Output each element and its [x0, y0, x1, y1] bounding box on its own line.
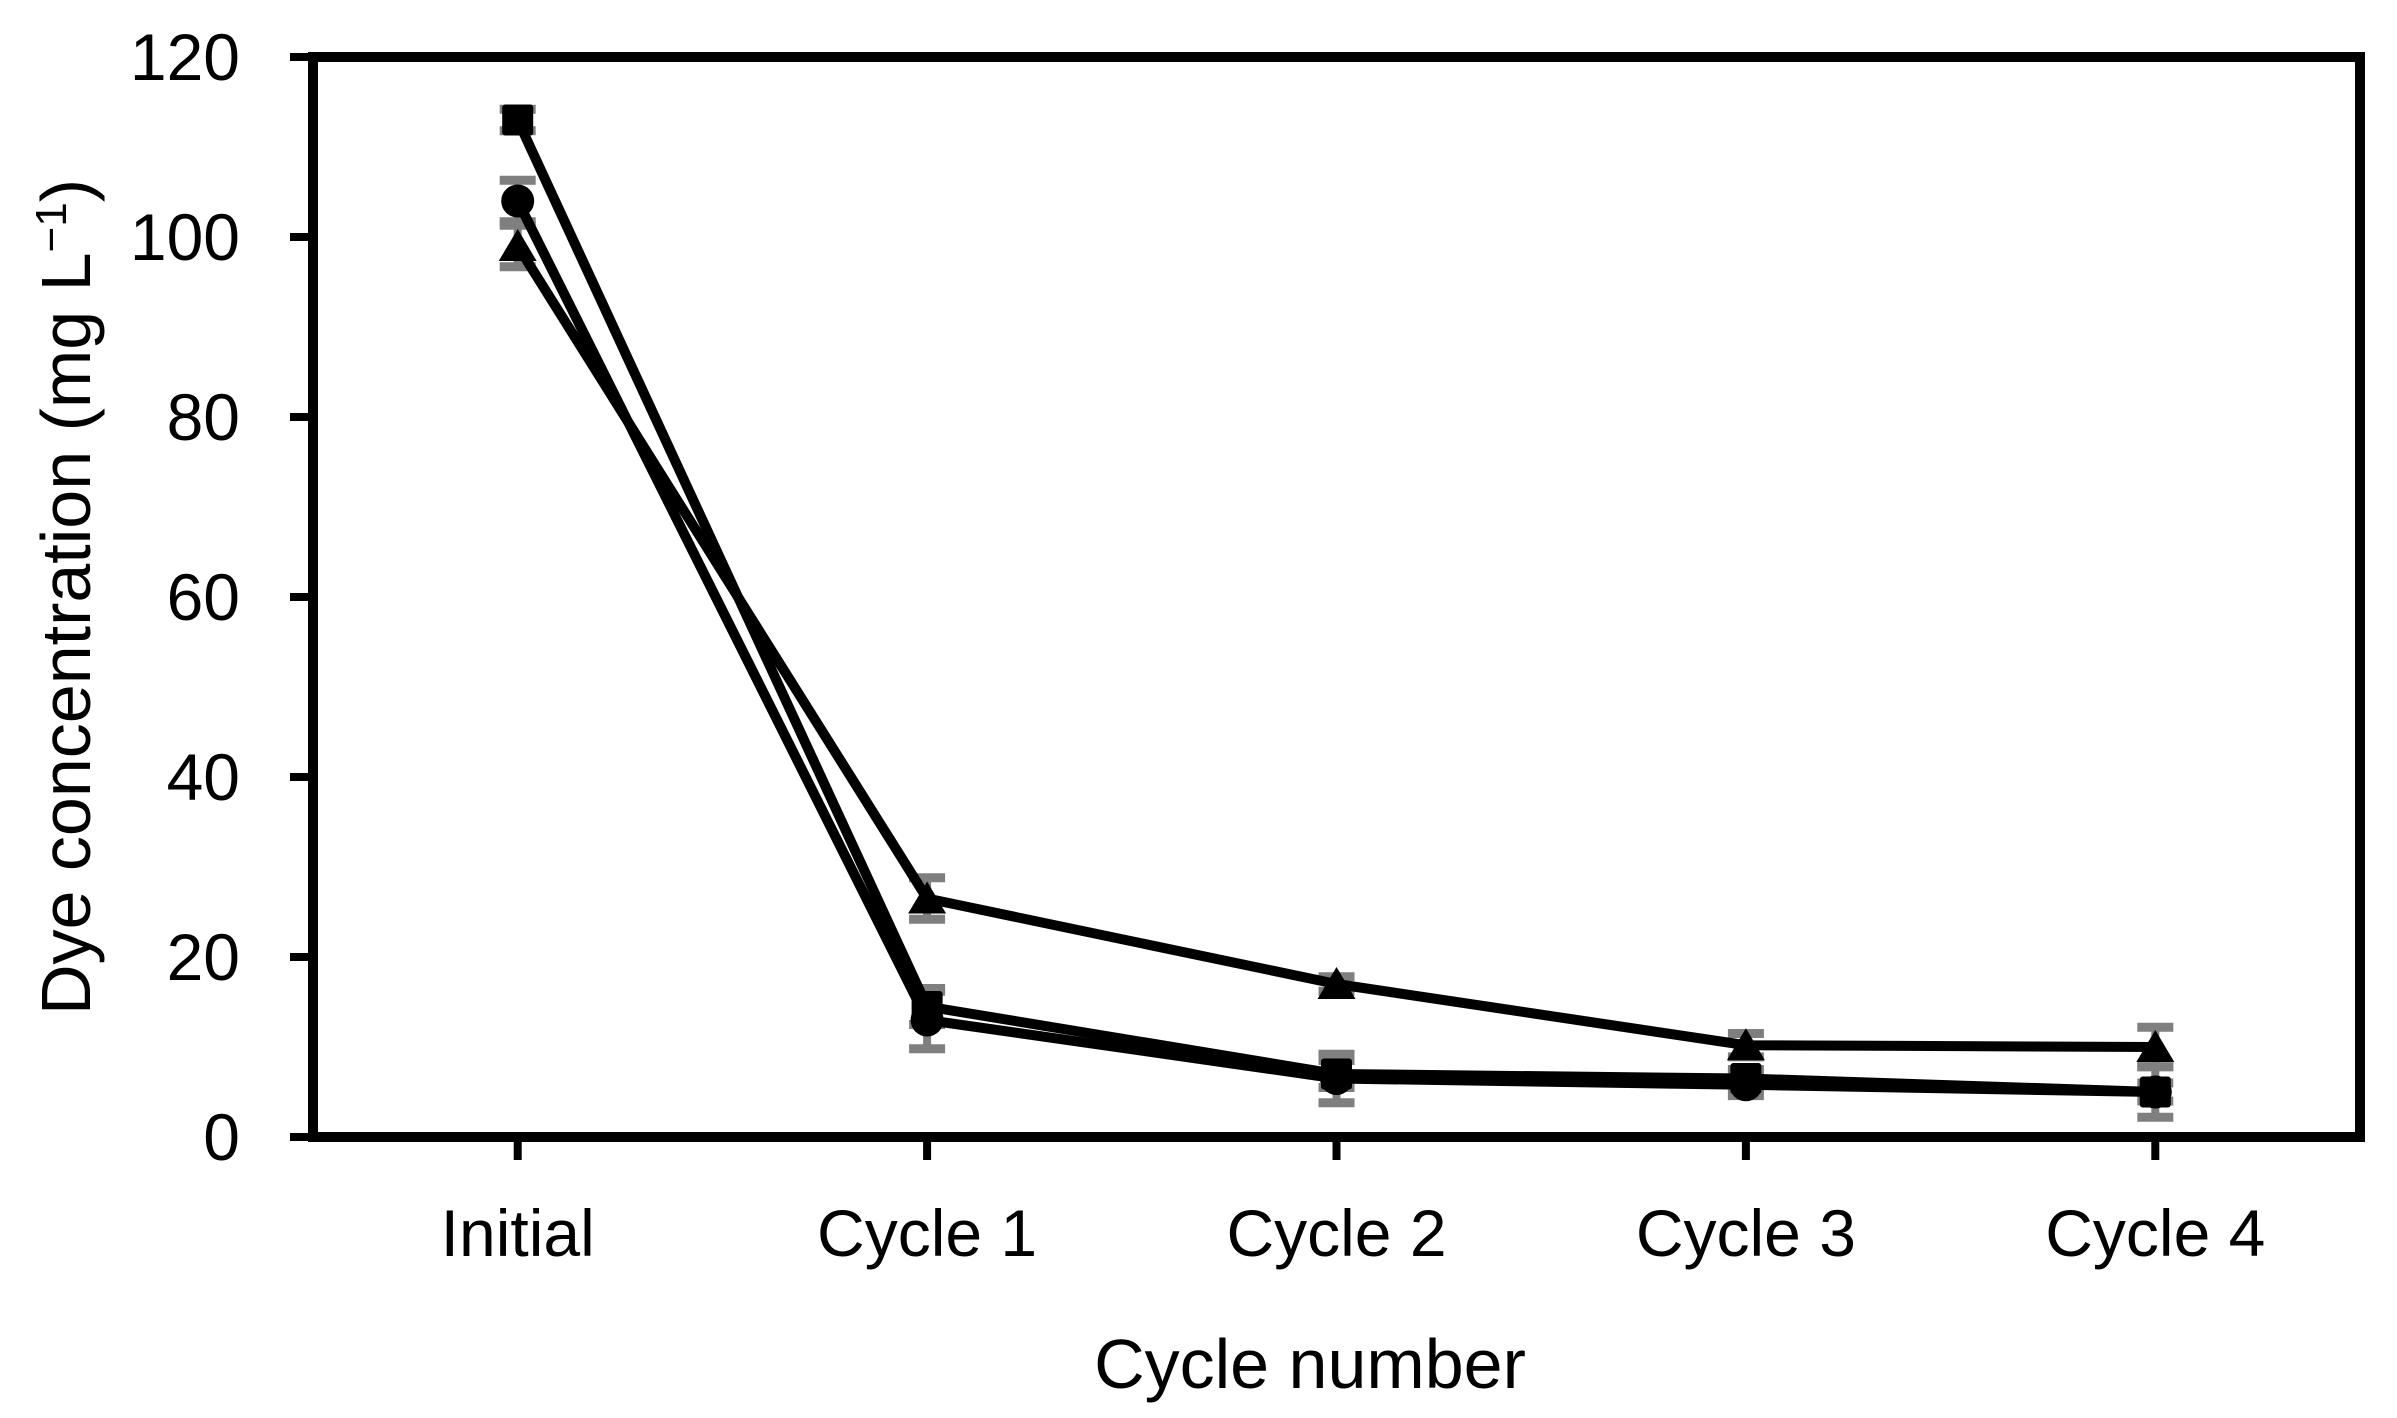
y-tick-label: 60 [167, 560, 240, 634]
y-axis-title: Dye concentration (mg L−1) [27, 179, 105, 1015]
plot-area: 0 20 40 60 80 100 120 Initial Cycle 1 Cycle 2 Cycl… [130, 20, 2365, 1270]
x-tick-label: Cycle 1 [817, 1196, 1037, 1270]
circle-marker [1320, 1062, 1353, 1095]
x-axis-title: Cycle number [1094, 1325, 1526, 1403]
triangle-marker [2136, 1030, 2175, 1062]
square-marker-series-line [512, 115, 2161, 1097]
x-tick-label: Cycle 4 [2045, 1196, 2265, 1270]
circle-marker [501, 184, 535, 218]
triangle-marker [1726, 1028, 1765, 1061]
triangle-marker [1317, 967, 1356, 999]
y-tick-label: 120 [130, 20, 240, 94]
circle-marker [1729, 1068, 1763, 1102]
y-tick-label: 20 [167, 920, 240, 994]
x-tick-label: Initial [441, 1196, 595, 1270]
square-marker [502, 104, 534, 136]
y-axis-title-main: Dye concentration (mg L [27, 252, 105, 1015]
y-axis-title-close-paren: ) [27, 179, 105, 202]
y-tick-label: 0 [203, 1100, 240, 1174]
x-tick-label: Cycle 2 [1226, 1196, 1446, 1270]
y-tick-label: 80 [167, 380, 240, 454]
circle-marker [2138, 1075, 2172, 1109]
triangle-marker [498, 229, 537, 261]
circle-marker [910, 1003, 944, 1037]
triangle-marker-series-line [512, 241, 2161, 1052]
triangle-marker [908, 881, 947, 914]
x-tick-label: Cycle 3 [1636, 1196, 1856, 1270]
y-tick-label: 100 [130, 200, 240, 274]
y-tick-label: 40 [167, 740, 240, 814]
y-axis-title-superscript: −1 [27, 202, 76, 252]
